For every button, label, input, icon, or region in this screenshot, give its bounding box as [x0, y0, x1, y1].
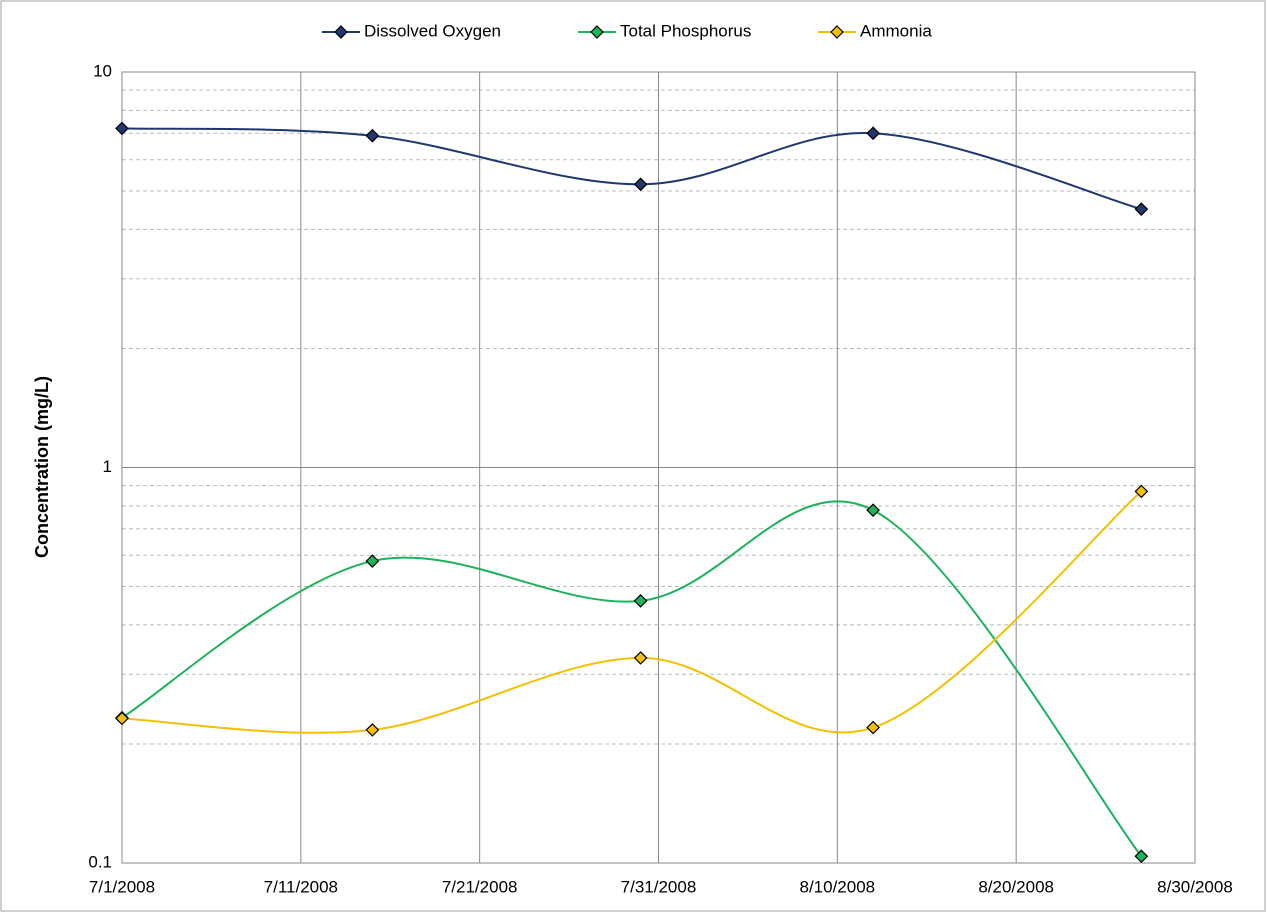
legend-marker [590, 25, 604, 39]
data-point [1134, 849, 1149, 864]
data-point [633, 177, 648, 192]
data-point [1134, 202, 1149, 217]
data-point [866, 126, 880, 141]
legend-marker [830, 25, 844, 39]
x-tick-label: 7/11/2008 [264, 877, 338, 896]
y-tick-label: 10 [93, 61, 112, 80]
data-point [365, 554, 380, 568]
data-point [1134, 484, 1149, 499]
data-point [633, 594, 648, 608]
data-point [866, 720, 880, 735]
data-point [365, 128, 380, 143]
y-tick-label: 0.1 [88, 852, 112, 871]
series-line [121, 500, 1143, 857]
x-tick-label: 7/31/2008 [621, 877, 697, 896]
data-point [115, 121, 129, 136]
series-line [121, 490, 1143, 734]
x-tick-label: 8/20/2008 [978, 877, 1054, 896]
data-point [365, 723, 380, 737]
legend-label: Dissolved Oxygen [364, 21, 501, 40]
data-point [633, 651, 648, 665]
legend-label: Ammonia [860, 21, 932, 40]
x-tick-label: 8/10/2008 [800, 877, 876, 896]
y-tick-label: 1 [103, 457, 112, 476]
y-axis-label: Concentration (mg/L) [32, 376, 52, 558]
x-tick-label: 7/1/2008 [89, 877, 155, 896]
data-point [115, 711, 129, 726]
legend-marker [334, 25, 348, 39]
legend-label: Total Phosphorus [620, 21, 751, 40]
data-point [866, 503, 880, 518]
x-tick-label: 8/30/2008 [1157, 877, 1233, 896]
x-tick-label: 7/21/2008 [442, 877, 518, 896]
